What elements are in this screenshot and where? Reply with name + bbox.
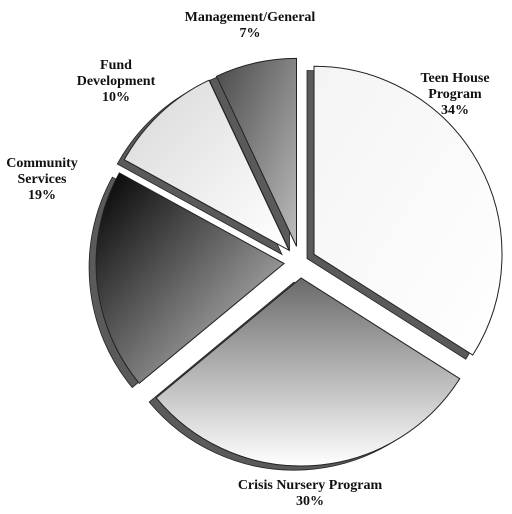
slice-label: Management/General 7% bbox=[170, 10, 330, 42]
slice bbox=[155, 277, 461, 467]
slice-label: Fund Development 10% bbox=[71, 58, 161, 106]
category-label: Crisis Nursery Program bbox=[237, 478, 383, 493]
value-label: 34% bbox=[441, 103, 469, 118]
category-label: Community Services bbox=[6, 156, 78, 187]
category-label: Management/General bbox=[184, 10, 316, 25]
slice-label: Crisis Nursery Program 30% bbox=[210, 478, 410, 510]
category-label: Teen House Program bbox=[420, 71, 490, 102]
category-label: Fund Development bbox=[76, 58, 156, 89]
slice bbox=[313, 65, 503, 356]
slice-label: Teen House Program 34% bbox=[408, 71, 503, 119]
value-label: 30% bbox=[296, 494, 324, 509]
slice-label: Community Services 19% bbox=[0, 156, 85, 204]
value-label: 19% bbox=[28, 188, 56, 203]
value-label: 7% bbox=[239, 26, 261, 41]
value-label: 10% bbox=[102, 90, 130, 105]
slice bbox=[95, 172, 285, 385]
slice bbox=[215, 57, 298, 247]
slice bbox=[123, 79, 291, 252]
